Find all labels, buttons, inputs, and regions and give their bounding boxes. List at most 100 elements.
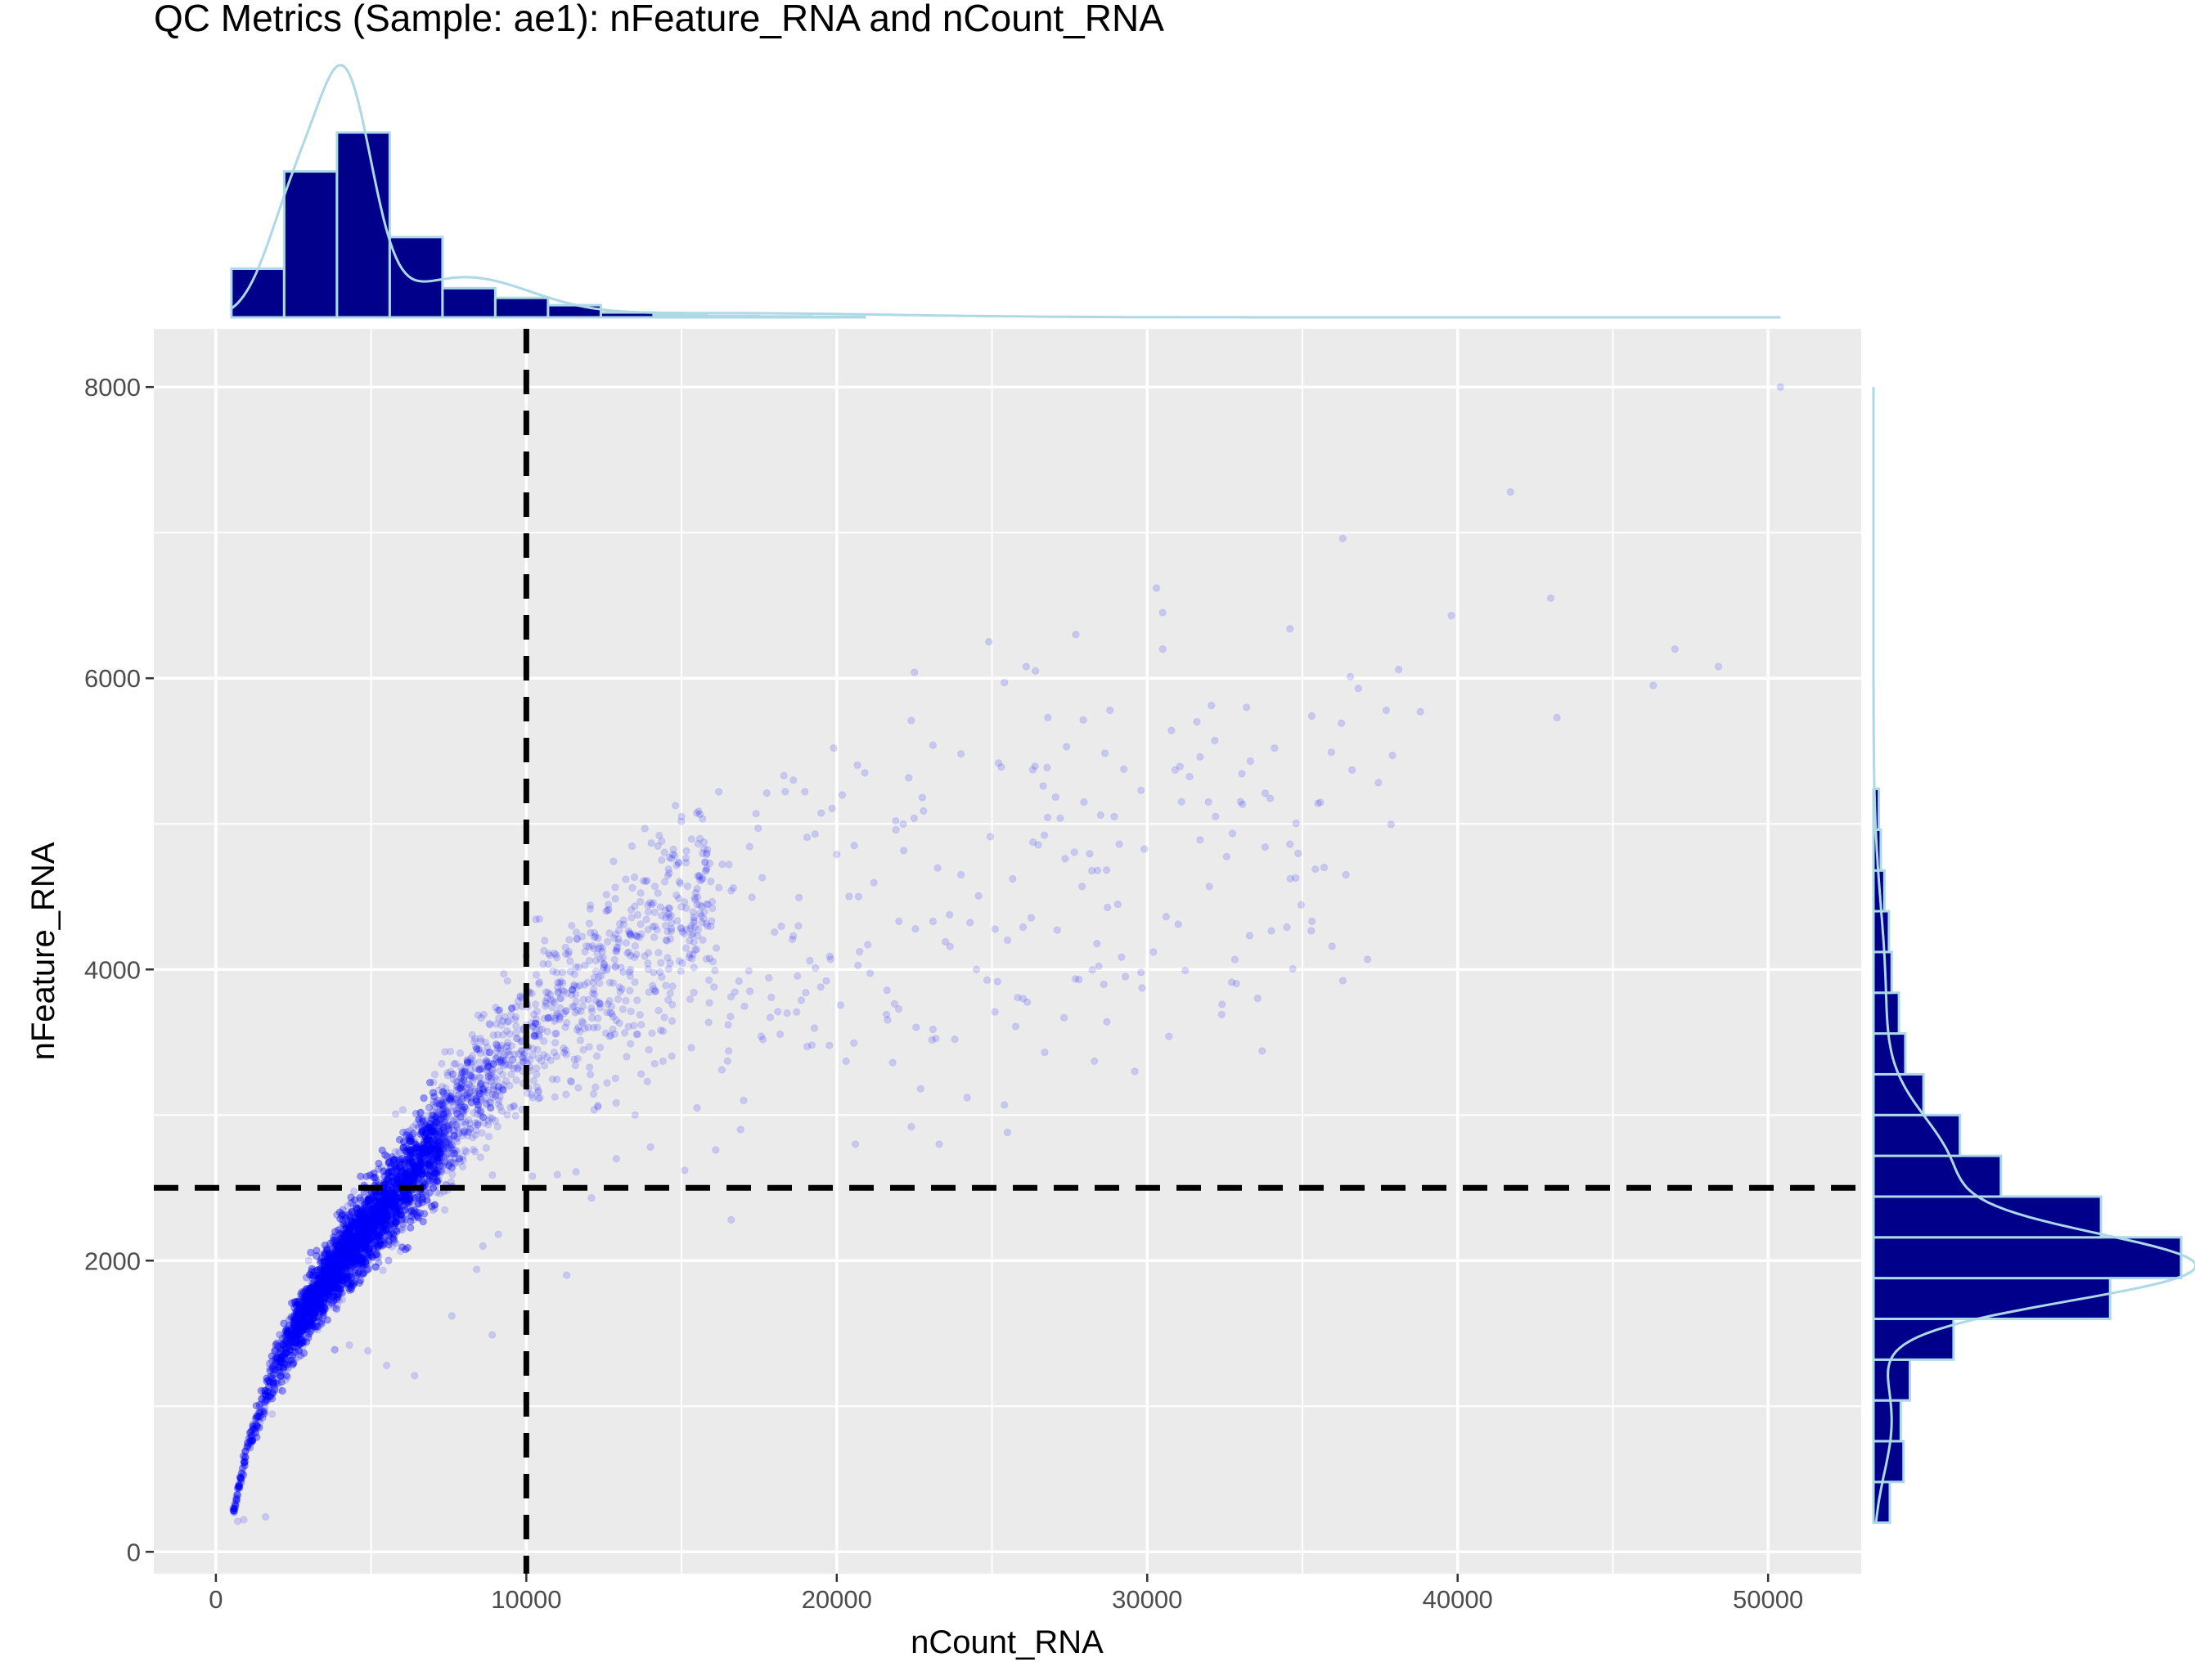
- scatter-point: [409, 1164, 417, 1172]
- scatter-point: [350, 1260, 358, 1269]
- scatter-point: [331, 1232, 340, 1240]
- scatter-point: [371, 1202, 380, 1211]
- scatter-point: [355, 1269, 363, 1278]
- scatter-point: [293, 1325, 301, 1334]
- scatter-point: [357, 1207, 365, 1215]
- scatter-point: [355, 1260, 363, 1269]
- scatter-point: [379, 1206, 387, 1214]
- scatter-point: [355, 1252, 363, 1260]
- scatter-point: [232, 1498, 241, 1507]
- scatter-point: [332, 1262, 341, 1270]
- scatter-point: [450, 1126, 459, 1135]
- scatter-point: [335, 1267, 344, 1276]
- scatter-point: [423, 1139, 432, 1148]
- scatter-point: [331, 1284, 340, 1292]
- scatter-point: [398, 1223, 407, 1232]
- scatter-point: [385, 1230, 393, 1239]
- scatter-point: [282, 1327, 291, 1336]
- scatter-point: [353, 1242, 362, 1251]
- scatter-point: [297, 1291, 306, 1300]
- scatter-point: [301, 1314, 309, 1323]
- scatter-point: [379, 1219, 387, 1228]
- scatter-point: [394, 1215, 403, 1224]
- scatter-point: [412, 1146, 421, 1154]
- scatter-point: [299, 1314, 308, 1323]
- scatter-point: [328, 1280, 337, 1289]
- scatter-point: [366, 1203, 374, 1211]
- scatter-point: [294, 1318, 302, 1327]
- scatter-point: [365, 1196, 374, 1205]
- scatter-point: [388, 1173, 396, 1182]
- scatter-point: [389, 1185, 397, 1193]
- scatter-point: [353, 1210, 361, 1219]
- scatter-point: [322, 1279, 331, 1287]
- scatter-point: [295, 1303, 303, 1311]
- scatter-point: [335, 1224, 344, 1233]
- scatter-point: [435, 1116, 443, 1124]
- scatter-point: [454, 1126, 462, 1134]
- scatter-point: [359, 1230, 367, 1239]
- scatter-point: [418, 1166, 426, 1174]
- scatter-point: [342, 1242, 350, 1251]
- scatter-point: [350, 1241, 358, 1249]
- scatter-point: [334, 1269, 343, 1278]
- scatter-point: [386, 1190, 394, 1199]
- right-density-curve: [1872, 387, 2195, 1523]
- scatter-point: [300, 1324, 309, 1332]
- scatter-point: [308, 1323, 317, 1332]
- scatter-point: [387, 1229, 395, 1237]
- scatter-point: [371, 1233, 380, 1241]
- scatter-point: [295, 1321, 304, 1329]
- scatter-point: [335, 1252, 343, 1260]
- scatter-point: [379, 1188, 387, 1197]
- scatter-point: [404, 1135, 413, 1143]
- scatter-point: [284, 1341, 292, 1349]
- scatter-point: [323, 1264, 331, 1273]
- scatter-point: [428, 1111, 436, 1120]
- top-hist-bar: [493, 296, 550, 319]
- scatter-point: [364, 1216, 372, 1224]
- scatter-point: [279, 1371, 287, 1379]
- scatter-point: [336, 1235, 345, 1244]
- top-density-curve: [230, 63, 1781, 319]
- scatter-point: [308, 1282, 317, 1291]
- scatter-point: [391, 1110, 400, 1118]
- scatter-point: [305, 1287, 313, 1296]
- right-hist-bar: [1872, 1154, 2003, 1198]
- scatter-point: [236, 1475, 245, 1484]
- scatter-point: [383, 1170, 391, 1179]
- scatter-point: [361, 1218, 369, 1226]
- scatter-point: [337, 1251, 346, 1259]
- scatter-point: [349, 1222, 358, 1230]
- scatter-point: [340, 1269, 348, 1278]
- scatter-point: [376, 1220, 385, 1229]
- scatter-point: [339, 1279, 347, 1288]
- scatter-point: [358, 1247, 367, 1256]
- scatter-point: [277, 1353, 286, 1361]
- scatter-point: [335, 1261, 344, 1269]
- scatter-point: [364, 1206, 372, 1215]
- scatter-point: [433, 1099, 442, 1107]
- scatter-point: [281, 1330, 289, 1339]
- scatter-point: [363, 1247, 371, 1255]
- scatter-point: [293, 1329, 302, 1337]
- scatter-point: [268, 1410, 277, 1418]
- scatter-point: [382, 1199, 390, 1208]
- scatter-point: [310, 1278, 318, 1287]
- top-hist-bar: [704, 314, 761, 319]
- scatter-point: [416, 1120, 425, 1128]
- scatter-point: [308, 1287, 316, 1296]
- scatter-point: [364, 1227, 372, 1235]
- scatter-point: [344, 1270, 352, 1279]
- scatter-point: [326, 1271, 334, 1280]
- scatter-point: [318, 1279, 327, 1288]
- scatter-point: [365, 1216, 373, 1225]
- scatter-point: [336, 1261, 345, 1270]
- scatter-point: [421, 1116, 430, 1125]
- scatter-point: [352, 1252, 360, 1260]
- scatter-point: [389, 1192, 397, 1200]
- scatter-point: [426, 1180, 434, 1188]
- scatter-point: [387, 1204, 395, 1213]
- chart-title: QC Metrics (Sample: ae1): nFeature_RNA a…: [154, 0, 1164, 39]
- scatter-point: [327, 1271, 336, 1279]
